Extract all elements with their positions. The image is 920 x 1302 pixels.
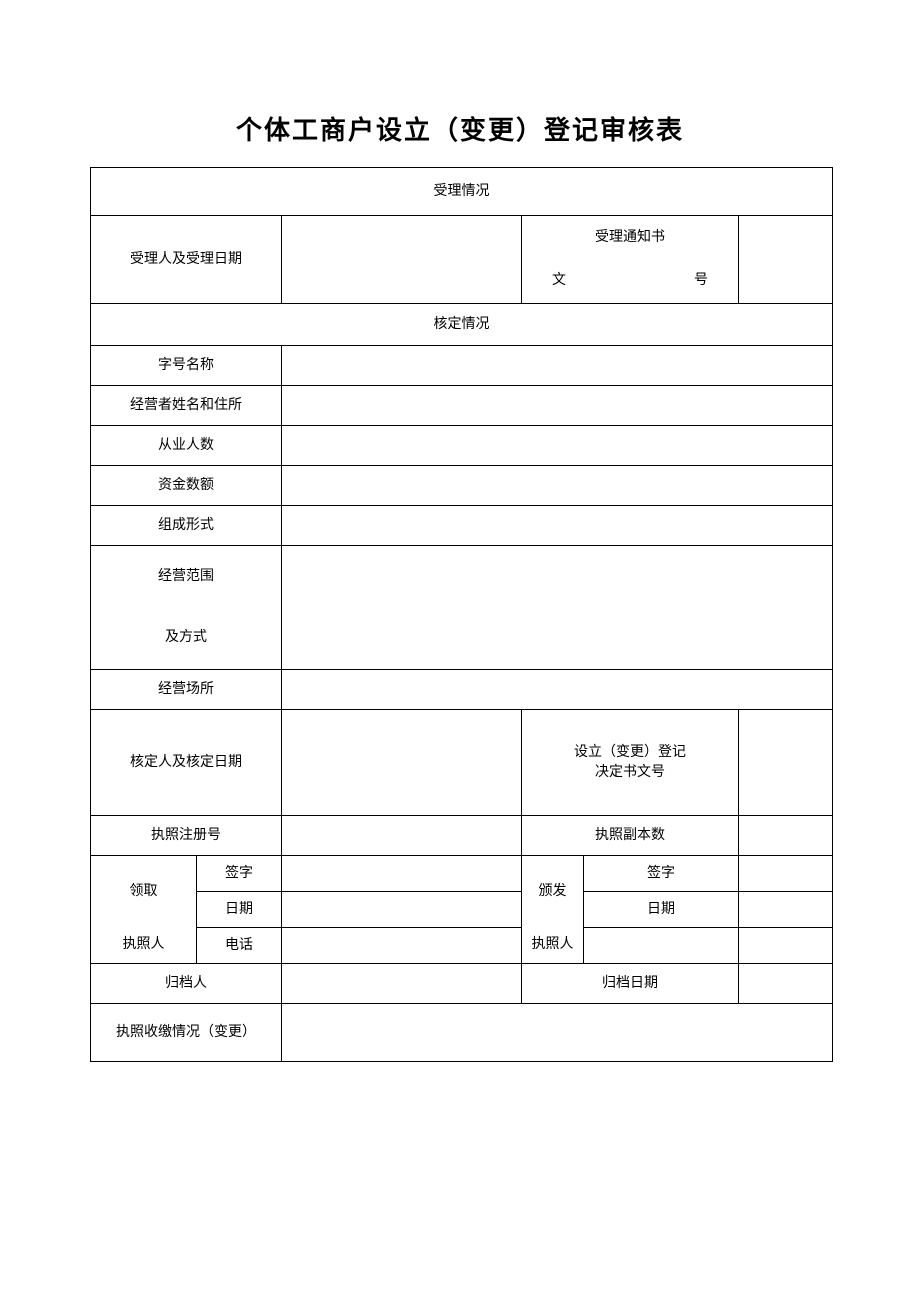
label-accept-person-date: 受理人及受理日期 [91, 216, 282, 304]
registration-table: 受理情况 受理人及受理日期 受理通知书 文 号 核定情况 字号名称 [90, 167, 833, 1062]
label-premises: 经营场所 [91, 670, 282, 710]
label-recv-sign: 签字 [197, 856, 282, 892]
label-accept-doc-no: 文 号 [522, 260, 739, 304]
label-issue-sign: 签字 [584, 856, 739, 892]
label-license-copies: 执照副本数 [522, 816, 739, 856]
label-operator: 经营者姓名和住所 [91, 386, 282, 426]
label-receive: 领取 [91, 856, 197, 928]
label-biz-name: 字号名称 [91, 346, 282, 386]
label-recv-phone: 电话 [197, 928, 282, 964]
value-capital [282, 466, 833, 506]
value-recv-phone [282, 928, 522, 964]
label-recv-date: 日期 [197, 892, 282, 928]
value-archive-person [282, 964, 522, 1004]
label-wen: 文 [552, 271, 566, 291]
value-issue-date [739, 892, 833, 928]
label-archive-date: 归档日期 [522, 964, 739, 1004]
label-issue-date: 日期 [584, 892, 739, 928]
value-decision-doc [739, 710, 833, 816]
label-form: 组成形式 [91, 506, 282, 546]
label-scope: 经营范围 [91, 546, 282, 608]
label-accept-notice: 受理通知书 [522, 216, 739, 260]
label-issue: 颁发 [522, 856, 584, 928]
value-accept-person-date [282, 216, 522, 304]
label-archive-person: 归档人 [91, 964, 282, 1004]
value-issue-blank-label [584, 928, 739, 964]
value-scope [282, 546, 833, 670]
value-archive-date [739, 964, 833, 1004]
label-approve-person-date: 核定人及核定日期 [91, 710, 282, 816]
section-approve-header: 核定情况 [91, 304, 833, 346]
value-employees [282, 426, 833, 466]
value-accept-doc-no [739, 216, 833, 304]
label-decision-doc: 设立（变更）登记 决定书文号 [522, 710, 739, 816]
label-license-reg-no: 执照注册号 [91, 816, 282, 856]
label-decision-doc-b: 决定书文号 [526, 763, 734, 783]
label-issue-person: 执照人 [522, 928, 584, 964]
label-receive-person: 执照人 [91, 928, 197, 964]
label-recall: 执照收缴情况（变更） [91, 1004, 282, 1062]
label-decision-doc-a: 设立（变更）登记 [526, 743, 734, 763]
value-license-reg-no [282, 816, 522, 856]
value-premises [282, 670, 833, 710]
value-form [282, 506, 833, 546]
page-title: 个体工商户设立（变更）登记审核表 [90, 110, 830, 147]
value-license-copies [739, 816, 833, 856]
label-employees: 从业人数 [91, 426, 282, 466]
value-approve-person-date [282, 710, 522, 816]
label-hao: 号 [694, 271, 708, 291]
value-recv-date [282, 892, 522, 928]
value-recall [282, 1004, 833, 1062]
value-biz-name [282, 346, 833, 386]
value-issue-sign [739, 856, 833, 892]
section-accept-header: 受理情况 [91, 168, 833, 216]
label-method: 及方式 [91, 608, 282, 670]
value-recv-sign [282, 856, 522, 892]
label-capital: 资金数额 [91, 466, 282, 506]
value-issue-blank [739, 928, 833, 964]
value-operator [282, 386, 833, 426]
